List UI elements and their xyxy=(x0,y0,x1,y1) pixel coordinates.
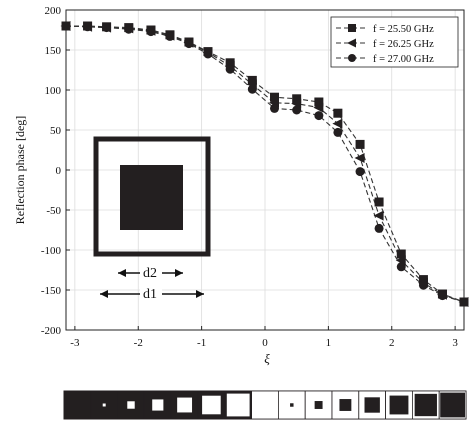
legend-label: f = 25.50 GHz xyxy=(373,24,434,35)
marker-triangle xyxy=(313,102,324,113)
y-tick-label: 0 xyxy=(56,165,62,177)
marker-circle xyxy=(437,291,447,301)
marker-circle xyxy=(374,223,384,233)
legend-label: f = 26.25 GHz xyxy=(373,39,434,50)
d2-label: d2 xyxy=(143,266,157,281)
y-tick-label: -50 xyxy=(46,205,61,217)
marker-square xyxy=(314,97,324,107)
marker-circle xyxy=(225,64,235,74)
y-tick-label: 200 xyxy=(45,5,62,17)
marker-circle xyxy=(83,22,93,32)
marker-square xyxy=(270,92,280,102)
strip-patch xyxy=(414,393,437,417)
marker-square xyxy=(292,94,302,104)
strip-patch xyxy=(389,395,409,415)
marker-circle xyxy=(184,39,194,49)
unit-cell-inset: d2 d1 xyxy=(93,136,211,302)
marker-circle xyxy=(348,54,356,62)
marker-circle xyxy=(333,127,343,137)
x-tick-label: 2 xyxy=(389,337,395,349)
strip-patch xyxy=(102,403,106,407)
strip-patch xyxy=(152,399,164,411)
strip-patch xyxy=(290,403,294,407)
strip-patch xyxy=(202,395,221,415)
marker-circle xyxy=(270,103,280,113)
marker-triangle xyxy=(354,153,365,163)
legend: f = 25.50 GHz f = 26.25 GHz f = 27.00 GHz xyxy=(330,16,459,68)
marker-square xyxy=(348,24,356,32)
x-tick-label: -1 xyxy=(197,337,206,349)
dimension-d1: d1 xyxy=(100,285,204,302)
strip-patch xyxy=(177,397,193,413)
marker-square xyxy=(418,275,428,285)
x-tick-label: -2 xyxy=(134,337,143,349)
strip-cell xyxy=(251,390,279,420)
marker-circle xyxy=(124,24,134,34)
strip-cell xyxy=(63,390,92,420)
marker-square xyxy=(396,249,406,259)
marker-square xyxy=(355,139,365,149)
marker-circle xyxy=(203,49,213,59)
x-axis-label: ξ xyxy=(264,351,270,366)
y-tick-label: 150 xyxy=(45,45,62,57)
strip-patch xyxy=(339,399,352,411)
unit-cell-strip xyxy=(63,390,467,420)
inset-inner-patch xyxy=(120,165,183,230)
marker-triangle xyxy=(332,118,343,129)
marker-circle xyxy=(102,23,112,33)
y-axis-label: Reflection phase [deg] xyxy=(13,116,27,225)
axis-ticks: 200 150 100 50 0 -50 -100 -150 -200 -3 -2 -1 0 1 2 3 xyxy=(41,5,459,349)
y-tick-label: -200 xyxy=(41,325,62,337)
y-tick-label: 50 xyxy=(50,125,62,137)
marker-square xyxy=(374,197,384,207)
strip-patch xyxy=(314,401,323,409)
marker-triangle xyxy=(373,210,384,221)
strip-patch xyxy=(226,393,250,417)
strip-patch xyxy=(364,397,380,413)
marker-square xyxy=(333,108,343,118)
d1-label: d1 xyxy=(143,287,157,302)
marker-circle xyxy=(314,111,324,121)
x-tick-label: -3 xyxy=(70,337,80,349)
strip-patch xyxy=(127,401,135,409)
x-tick-label: 0 xyxy=(262,337,268,349)
marker-circle xyxy=(165,31,175,41)
marker-circle xyxy=(418,280,428,290)
marker-circle xyxy=(247,84,257,94)
marker-circle xyxy=(396,262,406,272)
x-tick-label: 1 xyxy=(326,337,332,349)
y-tick-label: -100 xyxy=(41,245,62,257)
marker-square xyxy=(247,75,257,85)
marker-circle xyxy=(146,27,156,37)
marker-circle xyxy=(292,105,302,115)
marker-triangle xyxy=(347,38,356,48)
marker-circle xyxy=(355,167,365,177)
legend-label: f = 27.00 GHz xyxy=(373,54,434,65)
y-tick-label: -150 xyxy=(41,285,62,297)
dimension-d2: d2 xyxy=(118,264,183,281)
strip-patch xyxy=(440,392,465,418)
strip-cell xyxy=(170,390,199,420)
marker-square xyxy=(225,58,235,68)
y-tick-label: 100 xyxy=(45,85,62,97)
x-tick-label: 3 xyxy=(452,337,458,349)
inset-outer-ring xyxy=(93,136,211,257)
